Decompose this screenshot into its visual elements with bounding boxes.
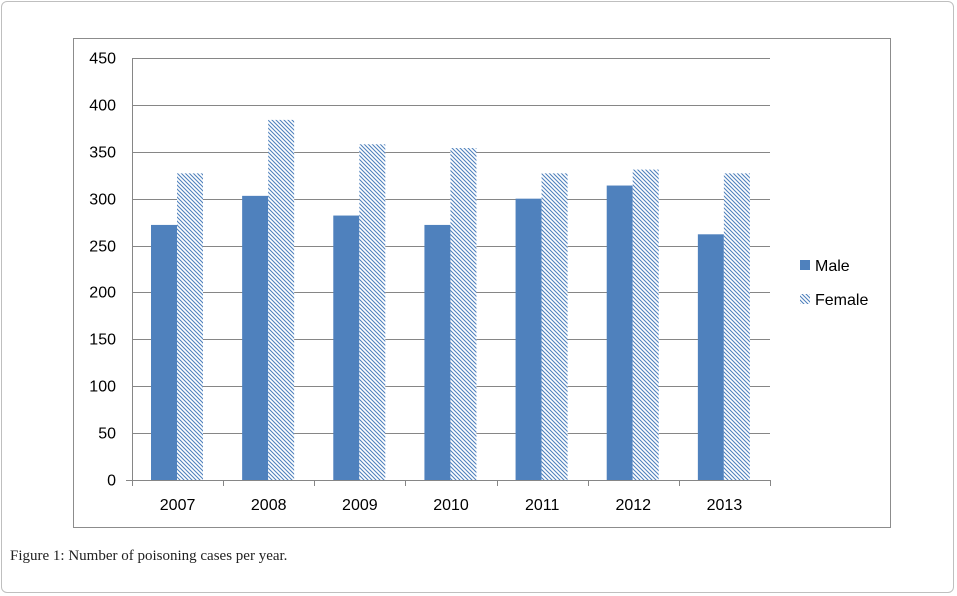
tick-labels: 0 50 100 150 200 250 300 350 400 450 2007 2008 2009 2… (89, 51, 742, 515)
x-tick-label: 2007 (160, 497, 196, 514)
axes (126, 58, 771, 486)
bar-male-2009 (333, 215, 360, 480)
bar-female-2009 (359, 144, 386, 480)
bar-female-2012 (632, 169, 659, 480)
bar-male-2008 (242, 195, 269, 480)
legend-label-female: Female (815, 292, 868, 309)
legend: Male Female (800, 258, 868, 309)
y-tick-label: 450 (89, 51, 116, 68)
bar-female-2010 (450, 148, 477, 480)
chart-area-border (73, 38, 891, 528)
bar-female-2008 (268, 119, 295, 480)
bar-male-2012 (606, 185, 633, 480)
x-tick-label: 2012 (615, 497, 651, 514)
legend-swatch-female (800, 294, 810, 304)
y-tick-label: 150 (89, 332, 116, 349)
x-tick-label: 2011 (525, 497, 560, 514)
bar-male-2010 (424, 224, 451, 480)
y-tick-label: 300 (89, 192, 116, 209)
y-tick-label: 100 (89, 379, 116, 396)
bars (151, 119, 750, 480)
bar-male-2011 (515, 198, 542, 480)
y-tick-label: 350 (89, 145, 116, 162)
bar-male-2007 (151, 224, 177, 480)
y-tick-label: 400 (89, 98, 116, 115)
bar-female-2013 (723, 173, 750, 480)
y-tick-label: 0 (107, 473, 116, 490)
legend-label-male: Male (815, 258, 850, 275)
x-tick-label: 2010 (433, 497, 469, 514)
bar-female-2007 (177, 173, 203, 480)
y-tick-label: 200 (89, 285, 116, 302)
bar-male-2013 (697, 234, 724, 480)
y-tick-label: 250 (89, 239, 116, 256)
x-tick-label: 2008 (251, 497, 287, 514)
legend-swatch-male (800, 260, 810, 270)
x-tick-label: 2013 (707, 497, 743, 514)
figure-caption: Figure 1: Number of poisoning cases per … (10, 548, 288, 564)
y-tick-label: 50 (98, 426, 116, 443)
x-tick-label: 2009 (342, 497, 378, 514)
bar-female-2011 (541, 173, 568, 480)
